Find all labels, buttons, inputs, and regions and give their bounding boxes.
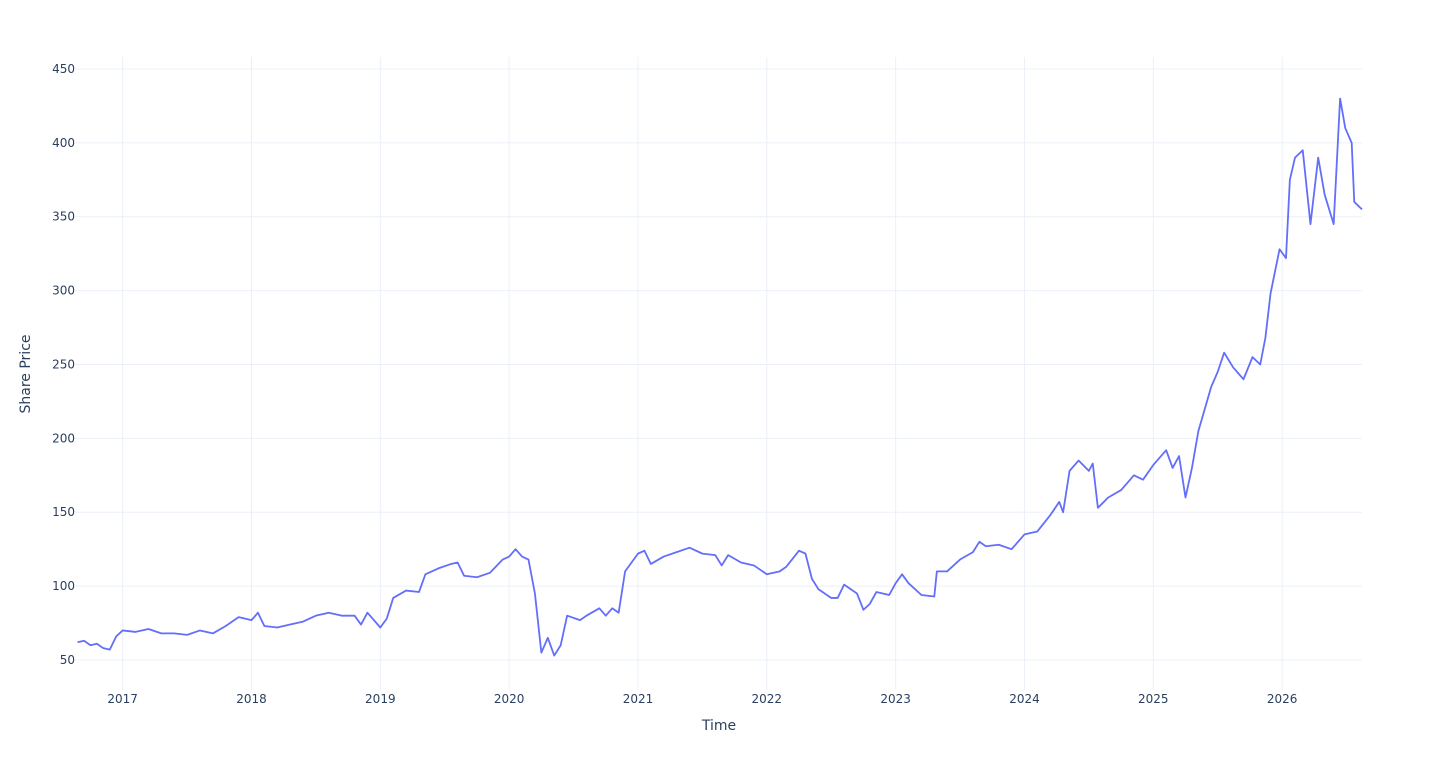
y-tick-label: 450 xyxy=(52,62,75,76)
plot xyxy=(77,97,1363,657)
y-tick-label: 350 xyxy=(52,210,75,224)
grid: 50 100 150 200 250 300 350 400 450 2017 2018 2019 20… xyxy=(52,57,1362,706)
y-tick-label: 300 xyxy=(52,284,75,298)
y-tick-label: 250 xyxy=(52,357,75,371)
x-tick-label: 2019 xyxy=(365,692,396,706)
x-tick-label: 2022 xyxy=(752,692,783,706)
x-tick-label: 2018 xyxy=(236,692,267,706)
x-tick-label: 2023 xyxy=(880,692,911,706)
line xyxy=(77,97,1363,657)
y-tick-label: 200 xyxy=(52,431,75,445)
x-tick-label: 2026 xyxy=(1267,692,1298,706)
x-tick-label: 2017 xyxy=(107,692,138,706)
y-axis-title: Share Price xyxy=(18,334,34,413)
y-tick-label: 50 xyxy=(60,653,75,667)
x-tick-label: 2021 xyxy=(623,692,654,706)
y-tick-label: 100 xyxy=(52,579,75,593)
x-axis-title: Time xyxy=(701,718,736,734)
x-tick-label: 2020 xyxy=(494,692,525,706)
x-tick-label: 2025 xyxy=(1138,692,1169,706)
y-tick-label: 150 xyxy=(52,505,75,519)
x-tick-label: 2024 xyxy=(1009,692,1040,706)
y-tick-label: 400 xyxy=(52,136,75,150)
